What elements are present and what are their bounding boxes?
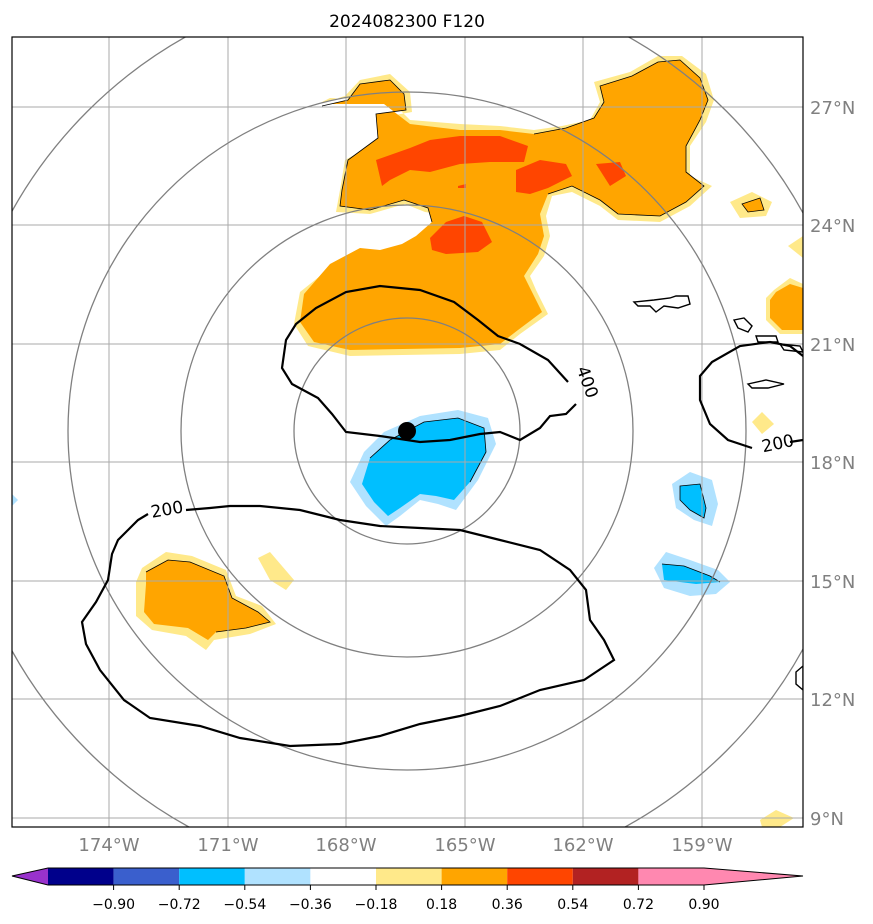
colorbar-ticks (113, 885, 705, 890)
lon-label-171w: 171°W (197, 835, 258, 856)
island-outlines (632, 295, 803, 691)
colorbar-tick-label: 0.18 (426, 897, 457, 913)
colorbar-tick-label: −0.54 (223, 897, 266, 913)
lon-label-168w: 168°W (315, 835, 376, 856)
contour-200-east (698, 340, 803, 450)
colorbar: −0.90 −0.72 −0.54 −0.36 −0.18 0.18 0.36 … (11, 867, 804, 913)
lat-label-9: 9°N (810, 809, 844, 830)
colorbar-tick-label: 0.36 (492, 897, 523, 913)
colorbar-segment (48, 868, 114, 885)
latitude-labels: 27°N 24°N 21°N 18°N 15°N 12°N 9°N (810, 98, 855, 830)
contour-400 (280, 284, 577, 444)
distance-rings (12, 37, 803, 827)
contour-200-west (80, 504, 616, 748)
colorbar-segment (113, 868, 180, 885)
positive-anomaly-southwest (136, 552, 294, 650)
colorbar-tick-label: −0.36 (289, 897, 332, 913)
colorbar-tick-label: −0.18 (355, 897, 398, 913)
lon-label-165w: 165°W (434, 835, 495, 856)
negative-anomaly-east (12, 472, 730, 596)
colorbar-tick-label: 0.54 (557, 897, 588, 913)
positive-anomaly-east (730, 192, 803, 827)
colorbar-tick-label: −0.90 (92, 897, 135, 913)
map-title: 2024082300 F120 (329, 12, 485, 32)
graticule (12, 37, 803, 827)
colorbar-labels: −0.90 −0.72 −0.54 −0.36 −0.18 0.18 0.36 … (92, 897, 719, 913)
colorbar-tick-label: 0.90 (688, 897, 719, 913)
colorbar-segment (244, 868, 311, 885)
colorbar-segment (441, 868, 508, 885)
lat-label-27: 27°N (810, 98, 855, 119)
colorbar-segment (572, 868, 639, 885)
colorbar-segment (507, 868, 573, 885)
lat-label-12: 12°N (810, 690, 855, 711)
lon-label-174w: 174°W (78, 835, 139, 856)
map-frame (11, 36, 804, 828)
colorbar-segment (638, 868, 704, 885)
colorbar-extend-low (12, 868, 48, 885)
colorbar-segment (376, 868, 442, 885)
storm-center-marker (398, 422, 416, 440)
lat-label-24: 24°N (810, 216, 855, 237)
colorbar-outline (11, 867, 804, 886)
lon-label-162w: 162°W (552, 835, 613, 856)
colorbar-tick-label: 0.72 (623, 897, 654, 913)
map-area: 400 200 200 (12, 37, 803, 827)
longitude-labels: 174°W 171°W 168°W 165°W 162°W 159°W (78, 835, 732, 856)
colorbar-segment (179, 868, 245, 885)
colorbar-tick-label: −0.72 (158, 897, 201, 913)
anomaly-outlines (145, 59, 765, 633)
colorbar-segment (310, 868, 376, 885)
lon-label-159w: 159°W (671, 835, 732, 856)
lat-label-21: 21°N (810, 335, 855, 356)
lat-label-15: 15°N (810, 572, 855, 593)
colorbar-extend-high (704, 868, 803, 885)
lat-label-18: 18°N (810, 453, 855, 474)
